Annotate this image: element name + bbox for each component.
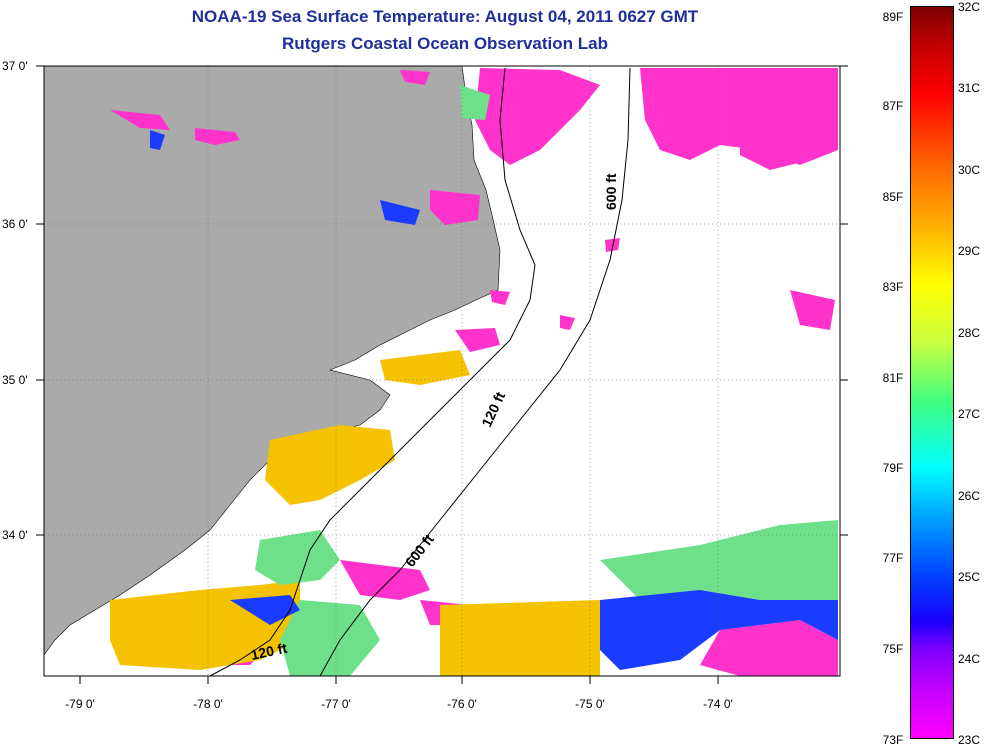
colorbar-c-label: 29C bbox=[958, 244, 981, 258]
lat-label: 35 0' bbox=[2, 373, 28, 387]
colorbar-c-label: 23C bbox=[958, 733, 981, 747]
lat-label: 36 0' bbox=[2, 217, 28, 231]
colorbar-c-label: 30C bbox=[958, 163, 981, 177]
colorbar-c-label: 28C bbox=[958, 326, 981, 340]
lon-label: -79 0' bbox=[65, 697, 95, 711]
colorbar-c-label: 27C bbox=[958, 407, 981, 421]
colorbar-f-label: 73F bbox=[882, 733, 904, 747]
lat-label: 34 0' bbox=[2, 528, 28, 542]
lon-label: -75 0' bbox=[575, 697, 605, 711]
lon-label: -74 0' bbox=[703, 697, 733, 711]
colorbar-f-label: 87F bbox=[882, 99, 904, 113]
temperature-colorbar bbox=[910, 6, 954, 739]
colorbar-f-label: 79F bbox=[882, 461, 904, 475]
colorbar-c-label: 32C bbox=[958, 0, 981, 14]
colorbar-f-label: 83F bbox=[882, 280, 904, 294]
colorbar-c-label: 24C bbox=[958, 652, 981, 666]
colorbar-f-label: 89F bbox=[882, 10, 904, 24]
cool-water-patches bbox=[150, 130, 838, 670]
contour-label: 600 ft bbox=[603, 173, 619, 210]
lat-label: 37 0' bbox=[2, 59, 28, 73]
colorbar-f-label: 81F bbox=[882, 371, 904, 385]
colorbar-c-label: 26C bbox=[958, 489, 981, 503]
contour-label: 120 ft bbox=[249, 640, 288, 663]
colorbar-f-label: 85F bbox=[882, 190, 904, 204]
lon-label: -78 0' bbox=[193, 697, 223, 711]
colorbar-f-label: 77F bbox=[882, 551, 904, 565]
mid-water-patches bbox=[255, 85, 838, 676]
cloud-patches bbox=[110, 68, 838, 676]
contour-120ft bbox=[209, 67, 536, 677]
map-subtitle: Rutgers Coastal Ocean Observation Lab bbox=[282, 34, 608, 53]
grid-lines bbox=[44, 66, 840, 676]
lon-label: -76 0' bbox=[447, 697, 477, 711]
colorbar-c-label: 31C bbox=[958, 81, 981, 95]
contour-600ft bbox=[319, 67, 631, 677]
colorbar-f-label: 75F bbox=[882, 642, 904, 656]
lon-label: -77 0' bbox=[321, 697, 351, 711]
map-title: NOAA-19 Sea Surface Temperature: August … bbox=[191, 7, 699, 26]
colorbar-c-label: 25C bbox=[958, 570, 981, 584]
axis-ticks bbox=[36, 65, 848, 684]
